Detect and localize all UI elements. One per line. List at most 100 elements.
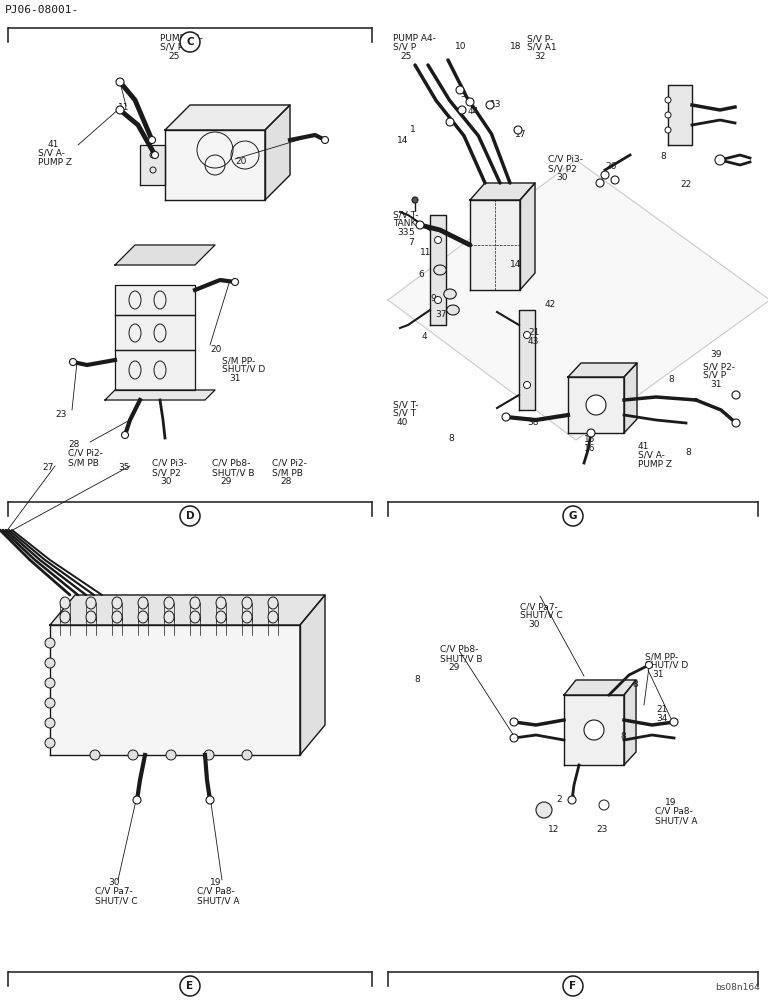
- Circle shape: [732, 391, 740, 399]
- Polygon shape: [105, 390, 215, 400]
- Circle shape: [45, 658, 55, 668]
- Text: S/V P2: S/V P2: [152, 468, 180, 477]
- Ellipse shape: [216, 611, 226, 623]
- Circle shape: [665, 112, 671, 118]
- Text: 30: 30: [108, 878, 120, 887]
- Ellipse shape: [190, 611, 200, 623]
- Polygon shape: [388, 160, 768, 440]
- Circle shape: [116, 78, 124, 86]
- Text: C/V Pb8-: C/V Pb8-: [212, 459, 250, 468]
- Text: S/V A-: S/V A-: [38, 149, 65, 158]
- Polygon shape: [564, 680, 636, 695]
- Text: 11: 11: [420, 248, 432, 257]
- Circle shape: [435, 236, 442, 243]
- Text: SHUT/V D: SHUT/V D: [222, 365, 265, 374]
- Text: 27: 27: [42, 463, 53, 472]
- Circle shape: [524, 332, 531, 338]
- Text: 16: 16: [584, 444, 595, 453]
- Text: 44: 44: [468, 107, 479, 116]
- Circle shape: [715, 155, 725, 165]
- Ellipse shape: [242, 611, 252, 623]
- Circle shape: [586, 395, 606, 415]
- Text: PUMP Z: PUMP Z: [638, 460, 672, 469]
- Text: 8: 8: [668, 375, 674, 384]
- Ellipse shape: [268, 611, 278, 623]
- Text: 38: 38: [527, 418, 538, 427]
- Text: 25: 25: [400, 52, 412, 61]
- Text: C/V Pa7-: C/V Pa7-: [520, 602, 558, 611]
- Circle shape: [456, 86, 464, 94]
- Text: 21: 21: [656, 705, 667, 714]
- Text: S/V T: S/V T: [393, 409, 416, 418]
- Text: PUMP Z: PUMP Z: [38, 158, 72, 167]
- Text: 3: 3: [460, 90, 465, 99]
- Text: C/V Pa8-: C/V Pa8-: [655, 807, 693, 816]
- Circle shape: [524, 381, 531, 388]
- Circle shape: [206, 796, 214, 804]
- Circle shape: [45, 698, 55, 708]
- Circle shape: [611, 176, 619, 184]
- Circle shape: [45, 638, 55, 648]
- Circle shape: [148, 136, 155, 143]
- Circle shape: [90, 750, 100, 760]
- Circle shape: [601, 171, 609, 179]
- Ellipse shape: [138, 597, 148, 609]
- Text: PUMP A4-: PUMP A4-: [393, 34, 436, 43]
- Text: S/V T-: S/V T-: [393, 400, 419, 409]
- Polygon shape: [624, 363, 637, 433]
- Text: 30: 30: [528, 620, 539, 629]
- Polygon shape: [265, 105, 290, 200]
- Ellipse shape: [164, 597, 174, 609]
- Text: 32: 32: [534, 52, 545, 61]
- Circle shape: [435, 296, 442, 304]
- Text: 4: 4: [422, 332, 428, 341]
- Circle shape: [599, 800, 609, 810]
- Text: 1: 1: [410, 125, 415, 134]
- Text: 6: 6: [418, 270, 424, 279]
- Circle shape: [116, 106, 124, 114]
- Polygon shape: [50, 595, 325, 625]
- Ellipse shape: [60, 597, 70, 609]
- Text: 8: 8: [620, 732, 626, 741]
- Circle shape: [180, 976, 200, 996]
- Text: C: C: [186, 37, 194, 47]
- Text: 8: 8: [685, 448, 690, 457]
- Text: 8: 8: [660, 152, 666, 161]
- Text: 19: 19: [665, 798, 677, 807]
- Text: SHUT/V A: SHUT/V A: [655, 816, 697, 825]
- Text: S/V P: S/V P: [160, 43, 183, 52]
- Text: 17: 17: [515, 130, 527, 139]
- Polygon shape: [165, 105, 290, 130]
- Text: 35: 35: [118, 463, 130, 472]
- Text: S/M PP-: S/M PP-: [222, 356, 255, 365]
- Circle shape: [587, 429, 595, 437]
- Circle shape: [166, 750, 176, 760]
- Text: 8: 8: [632, 680, 637, 689]
- Text: 20: 20: [210, 345, 221, 354]
- Circle shape: [514, 126, 522, 134]
- Polygon shape: [568, 377, 624, 433]
- Ellipse shape: [268, 597, 278, 609]
- Circle shape: [568, 796, 576, 804]
- Text: C/V Pi2-: C/V Pi2-: [68, 449, 103, 458]
- Polygon shape: [140, 145, 165, 185]
- Text: 9: 9: [430, 294, 435, 303]
- Text: 11: 11: [118, 103, 130, 112]
- Text: 5: 5: [408, 228, 414, 237]
- Text: 19: 19: [210, 878, 221, 887]
- Circle shape: [151, 151, 158, 158]
- Text: 10: 10: [455, 42, 466, 51]
- Ellipse shape: [60, 611, 70, 623]
- Text: 34: 34: [656, 714, 667, 723]
- Circle shape: [563, 506, 583, 526]
- Polygon shape: [115, 350, 195, 390]
- Text: 43: 43: [528, 337, 539, 346]
- Circle shape: [510, 734, 518, 742]
- Text: 31: 31: [652, 670, 664, 679]
- Text: 41: 41: [638, 442, 650, 451]
- Polygon shape: [519, 310, 535, 410]
- Text: E: E: [187, 981, 194, 991]
- Text: S/V P: S/V P: [703, 371, 726, 380]
- Text: 28: 28: [68, 440, 79, 449]
- Circle shape: [242, 750, 252, 760]
